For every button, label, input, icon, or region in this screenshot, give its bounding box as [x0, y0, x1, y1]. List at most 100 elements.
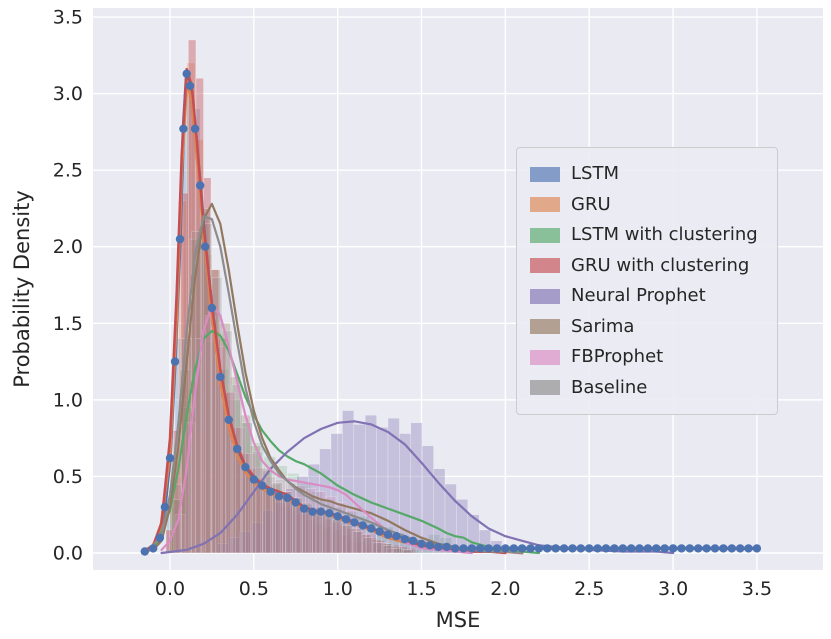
hist-bar-gru [379, 549, 389, 554]
hist-bar-gru [337, 535, 347, 554]
y-tick-label: 0.5 [53, 466, 83, 488]
marker-dot-lstm [160, 502, 170, 512]
marker-dot-lstm [258, 481, 267, 490]
marker-dot-lstm [175, 234, 185, 244]
hist-bar-lstm [191, 108, 201, 554]
marker-dot-lstm [652, 544, 661, 553]
hist-bar-baseline [382, 545, 394, 554]
marker-dot-lstm [585, 544, 594, 553]
hist-bar-sarima [350, 528, 362, 554]
hist-bar-lstm [275, 500, 285, 554]
marker-dot-lstm [408, 536, 418, 545]
marker-dot-lstm [702, 544, 711, 553]
hist-bar-gru-with-clustering [369, 537, 378, 554]
hist-bar-gru-with-clustering [346, 528, 355, 554]
hist-bar-neural-prophet [296, 476, 309, 554]
hist-bar-baseline [302, 503, 313, 554]
hist-bar-lstm-with-clustering [287, 473, 300, 554]
hist-bar-neural-prophet [353, 424, 366, 554]
hist-bar-sarima [270, 483, 281, 554]
hist-bar-baseline [231, 384, 243, 554]
y-tick-label: 3.0 [53, 83, 83, 105]
hist-bar-lstm-with-clustering [298, 483, 312, 554]
marker-dot-lstm [283, 493, 292, 503]
marker-dot-lstm [534, 544, 544, 553]
x-axis-label: MSE [435, 608, 481, 632]
legend-swatch-gru-with-clustering [530, 258, 560, 274]
hist-bar-gru-with-clustering [384, 543, 393, 554]
x-tick-label: 2.5 [574, 578, 604, 600]
hist-bar-baseline [171, 483, 183, 554]
hist-bar-sarima [290, 497, 302, 554]
hist-bar-baseline [272, 482, 283, 554]
hist-bar-lstm [384, 546, 394, 554]
marker-dot-lstm [400, 535, 409, 544]
marker-dot-lstm [526, 544, 535, 553]
marker-dot-lstm [155, 533, 165, 542]
marker-dot-lstm [291, 498, 300, 507]
legend-label: Neural Prophet [571, 285, 706, 307]
hist-bar-gru-with-clustering [391, 545, 400, 554]
hist-bar-gru [354, 542, 364, 554]
marker-dot-lstm [677, 544, 686, 553]
marker-dot-lstm [274, 492, 284, 501]
marker-dot-lstm [434, 542, 443, 552]
marker-dot-lstm [627, 544, 636, 553]
hist-bar-lstm [308, 519, 318, 554]
hist-bar-lstm-with-clustering [251, 442, 265, 554]
legend-label: GRU with clustering [571, 254, 750, 276]
hist-bar-gru [329, 532, 338, 554]
legend-swatch-neural-prophet [530, 288, 560, 304]
legend-swatch-baseline [530, 380, 560, 396]
hist-bar-neural-prophet [239, 531, 252, 554]
marker-dot-lstm [484, 544, 493, 553]
y-axis-label: Probability Density [10, 190, 34, 388]
y-tick-label: 1.5 [53, 313, 83, 335]
marker-dot-lstm [165, 453, 175, 463]
hist-bar-lstm-with-clustering [193, 338, 206, 554]
hist-bar-lstm [401, 549, 411, 554]
hist-bar-gru [287, 509, 297, 554]
legend-swatch-lstm-with-clustering [530, 227, 560, 243]
legend-item: Baseline [530, 373, 764, 404]
hist-bar-gru [270, 499, 280, 554]
marker-dot-lstm [568, 544, 577, 553]
hist-bar-gru [362, 545, 372, 554]
y-tick-label: 0.0 [53, 543, 83, 565]
legend-label: GRU [571, 193, 611, 215]
marker-dot-lstm [179, 124, 188, 133]
marker-dot-lstm [224, 415, 233, 424]
hist-bar-gru-with-clustering [210, 269, 219, 554]
hist-bar-gru-with-clustering [225, 391, 234, 554]
hist-bar-gru [345, 538, 355, 554]
marker-dot-lstm [660, 544, 669, 553]
marker-dot-lstm [170, 357, 180, 366]
hist-bar-neural-prophet [216, 543, 229, 554]
hist-bar-gru-with-clustering [195, 78, 204, 554]
hist-bar-lstm [375, 545, 385, 554]
hist-bar-lstm [409, 549, 419, 554]
hist-bar-baseline [251, 451, 263, 554]
hist-bar-lstm-with-clustering [322, 499, 335, 554]
hist-bar-lstm [342, 534, 352, 554]
marker-dot-lstm [467, 544, 476, 553]
x-tick-label: 2.0 [490, 578, 520, 600]
hist-bar-baseline [392, 548, 404, 554]
marker-dot-lstm [476, 544, 485, 553]
hist-bar-neural-prophet [285, 488, 298, 554]
marker-dot-lstm [459, 544, 468, 553]
x-tick-label: 1.0 [323, 578, 353, 600]
marker-dot-lstm [392, 532, 401, 541]
hist-bar-gru-with-clustering [248, 468, 257, 554]
hist-bar-gru [320, 528, 330, 554]
hist-bar-baseline [312, 509, 323, 554]
marker-dot-lstm [417, 539, 426, 548]
hist-bar-baseline [211, 277, 223, 554]
marker-dot-lstm [333, 512, 342, 521]
hist-bar-lstm [367, 543, 377, 554]
marker-dot-lstm [232, 444, 242, 454]
hist-bar-neural-prophet [342, 410, 355, 554]
hist-bar-fbprophet [305, 488, 317, 554]
x-tick-label: 0.0 [155, 578, 185, 600]
hist-bar-sarima [199, 208, 211, 554]
